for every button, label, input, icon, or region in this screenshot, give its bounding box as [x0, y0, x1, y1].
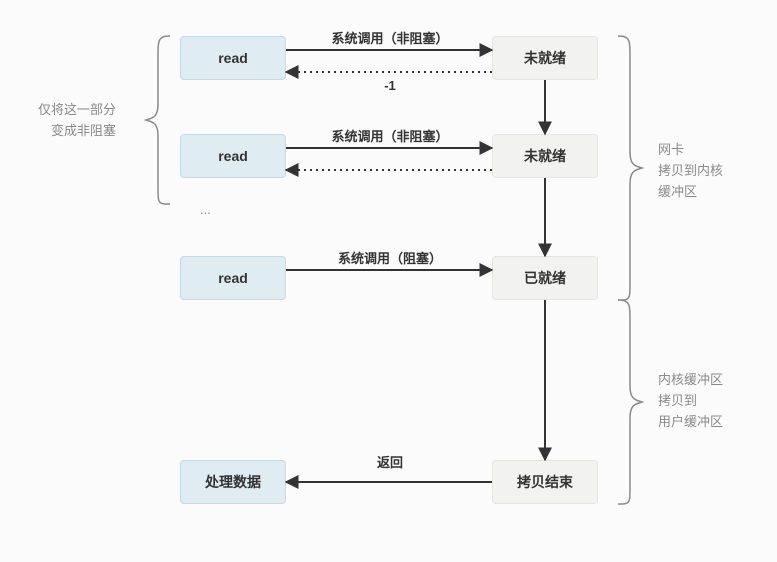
edge-label-syscall-block: 系统调用（阻塞）	[300, 248, 480, 267]
brace-right-top	[618, 36, 642, 300]
edge-label-return-neg1: -1	[360, 78, 420, 93]
annotation-right-bottom: 内核缓冲区拷贝到用户缓冲区	[658, 370, 723, 432]
node-read-1: read	[180, 36, 286, 80]
node-label: 未就绪	[524, 48, 566, 68]
node-process-data: 处理数据	[180, 460, 286, 504]
node-label: 未就绪	[524, 146, 566, 166]
node-label: 已就绪	[524, 268, 566, 288]
node-read-2: read	[180, 134, 286, 178]
node-label: 拷贝结束	[517, 472, 573, 492]
node-label: 处理数据	[205, 472, 261, 492]
edge-label-syscall-nonblock-1: 系统调用（非阻塞）	[300, 28, 480, 47]
brace-left	[146, 36, 170, 204]
node-label: read	[218, 148, 248, 164]
node-label: read	[218, 270, 248, 286]
annotation-left: 仅将这一部分变成非阻塞	[38, 100, 116, 142]
edge-label-return: 返回	[360, 452, 420, 471]
node-not-ready-1: 未就绪	[492, 36, 598, 80]
annotation-right-top: 网卡拷贝到内核缓冲区	[658, 140, 723, 202]
node-not-ready-2: 未就绪	[492, 134, 598, 178]
node-read-3: read	[180, 256, 286, 300]
ellipsis: ...	[200, 202, 211, 217]
node-ready: 已就绪	[492, 256, 598, 300]
node-label: read	[218, 50, 248, 66]
node-copy-end: 拷贝结束	[492, 460, 598, 504]
edge-label-syscall-nonblock-2: 系统调用（非阻塞）	[300, 126, 480, 145]
brace-right-bottom	[618, 300, 642, 504]
